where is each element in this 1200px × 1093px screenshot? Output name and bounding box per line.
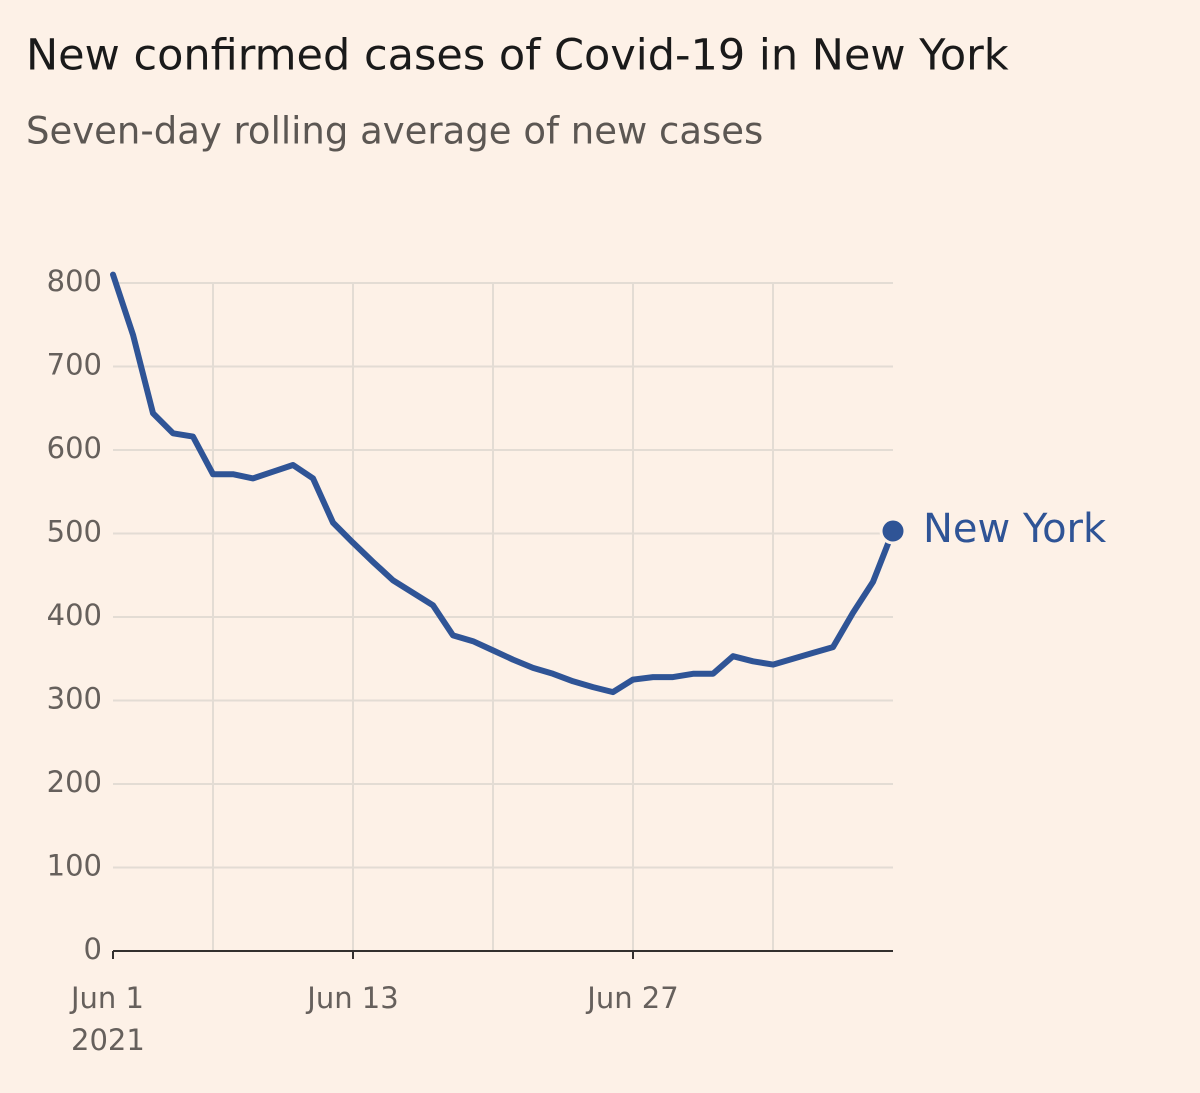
- data-line: [110, 271, 896, 696]
- y-tick-label: 300: [47, 682, 102, 716]
- y-tick-label: 100: [47, 849, 102, 883]
- series-label: New York: [923, 506, 1107, 552]
- y-tick-label: 800: [47, 264, 102, 298]
- y-tick-label: 600: [47, 431, 102, 465]
- y-tick-label: 700: [47, 348, 102, 382]
- chart-title: New confirmed cases of Covid-19 in New Y…: [26, 31, 1009, 81]
- x-tick-label: Jun 27: [585, 981, 678, 1015]
- y-tick-label: 200: [47, 765, 102, 799]
- y-tick-label: 400: [47, 598, 102, 632]
- x-tick-label: Jun 1: [69, 981, 144, 1015]
- y-tick-label: 0: [84, 932, 102, 966]
- x-year-label: 2021: [71, 1023, 145, 1057]
- chart-subtitle: Seven-day rolling average of new cases: [26, 110, 763, 153]
- x-tick-label: Jun 13: [305, 981, 398, 1015]
- y-tick-label: 500: [47, 515, 102, 549]
- end-dot: [879, 517, 907, 545]
